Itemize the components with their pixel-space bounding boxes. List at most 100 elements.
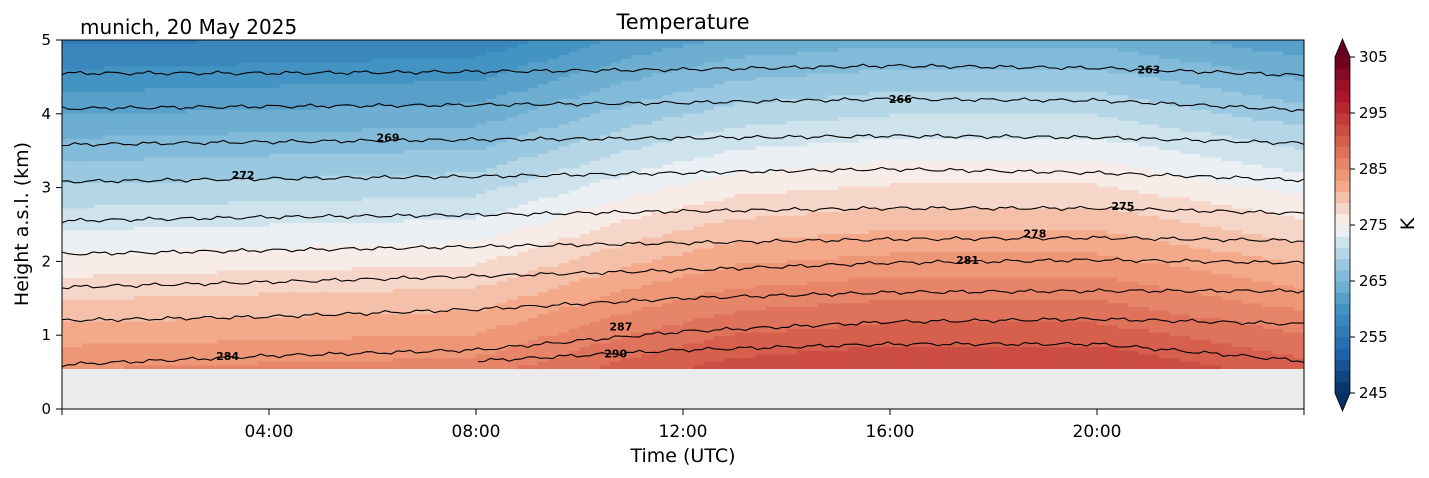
heatmap-cell [331,200,343,205]
heatmap-cell [548,80,560,85]
heatmap-cell [486,182,498,187]
heatmap-cell [269,291,280,297]
heatmap-cell [134,237,146,242]
heatmap-cell [527,193,539,198]
heatmap-cell [569,280,581,286]
heatmap-cell [227,247,239,253]
heatmap-cell [269,134,280,140]
heatmap-cell [134,87,146,92]
heatmap-cell [403,262,415,267]
heatmap-cell [62,196,73,202]
heatmap-cell [62,160,73,165]
heatmap-cell [496,324,508,329]
heatmap-cell [393,328,405,333]
heatmap-cell [72,80,84,85]
heatmap-cell [248,291,260,297]
heatmap-cell [600,58,612,63]
heatmap-cell [620,69,632,74]
heatmap-cell [155,342,167,348]
heatmap-cell [165,295,177,300]
heatmap-cell [382,58,394,63]
heatmap-cell [217,255,229,260]
heatmap-cell [206,69,218,74]
heatmap-cell [82,222,94,227]
heatmap-cell [341,277,353,282]
heatmap-cell [589,291,601,297]
heatmap-cell [300,313,311,318]
heatmap-cell [538,291,550,297]
heatmap-cell [331,266,343,271]
heatmap-cell [413,291,425,297]
heatmap-cell [269,50,280,56]
heatmap-cell [569,72,581,78]
heatmap-cell [351,240,363,245]
heatmap-cell [320,105,332,110]
heatmap-cell [237,175,249,180]
heatmap-cell [103,98,115,103]
heatmap-cell [569,240,581,245]
heatmap-cell [186,240,198,245]
heatmap-cell [165,160,177,165]
heatmap-cell [351,353,363,359]
heatmap-cell [579,175,591,180]
heatmap-cell [476,280,487,286]
heatmap-cell [144,50,156,56]
heatmap-cell [620,346,632,351]
heatmap-cell [93,255,104,260]
heatmap-cell [237,258,249,264]
heatmap-cell [362,240,374,245]
heatmap-cell [72,284,84,289]
heatmap-cell [600,127,612,132]
heatmap-cell [62,156,73,162]
heatmap-cell [424,185,436,191]
heatmap-cell [362,269,374,275]
heatmap-cell [341,91,353,96]
heatmap-cell [589,310,601,315]
heatmap-cell [144,324,156,329]
heatmap-cell [300,87,311,92]
heatmap-cell [372,94,384,99]
heatmap-cell [289,123,301,129]
heatmap-cell [424,364,436,370]
heatmap-cell [72,160,84,165]
heatmap-cell [569,317,581,322]
heatmap-cell [258,120,270,125]
heatmap-cell [134,83,146,89]
heatmap-cell [300,255,311,260]
heatmap-cell [579,83,591,89]
heatmap-cell [124,233,136,238]
heatmap-cell [548,58,560,63]
heatmap-cell [579,266,591,271]
heatmap-cell [413,105,425,110]
heatmap-cell [403,361,415,366]
heatmap-cell [310,335,322,340]
heatmap-cell [93,167,104,172]
heatmap-cell [538,320,550,326]
heatmap-cell [103,222,115,227]
heatmap-cell [227,145,239,151]
heatmap-cell [155,280,167,286]
heatmap-cell [413,237,425,242]
heatmap-cell [124,116,136,121]
heatmap-cell [610,76,622,81]
heatmap-cell [476,313,487,318]
heatmap-cell [165,328,177,333]
heatmap-cell [237,43,249,48]
heatmap-cell [93,328,104,333]
heatmap-cell [175,310,187,315]
heatmap-cell [507,175,518,180]
heatmap-cell [589,69,601,74]
heatmap-cell [103,207,115,213]
heatmap-cell [517,204,529,209]
heatmap-cell [341,164,353,169]
heatmap-cell [476,240,487,245]
heatmap-cell [424,127,436,132]
heatmap-cell [206,65,218,70]
heatmap-cell [175,91,187,96]
heatmap-cell [175,273,187,278]
heatmap-cell [279,61,291,67]
heatmap-cell [372,72,384,78]
heatmap-cell [362,324,374,329]
heatmap-cell [300,112,311,118]
heatmap-cell [465,295,477,300]
